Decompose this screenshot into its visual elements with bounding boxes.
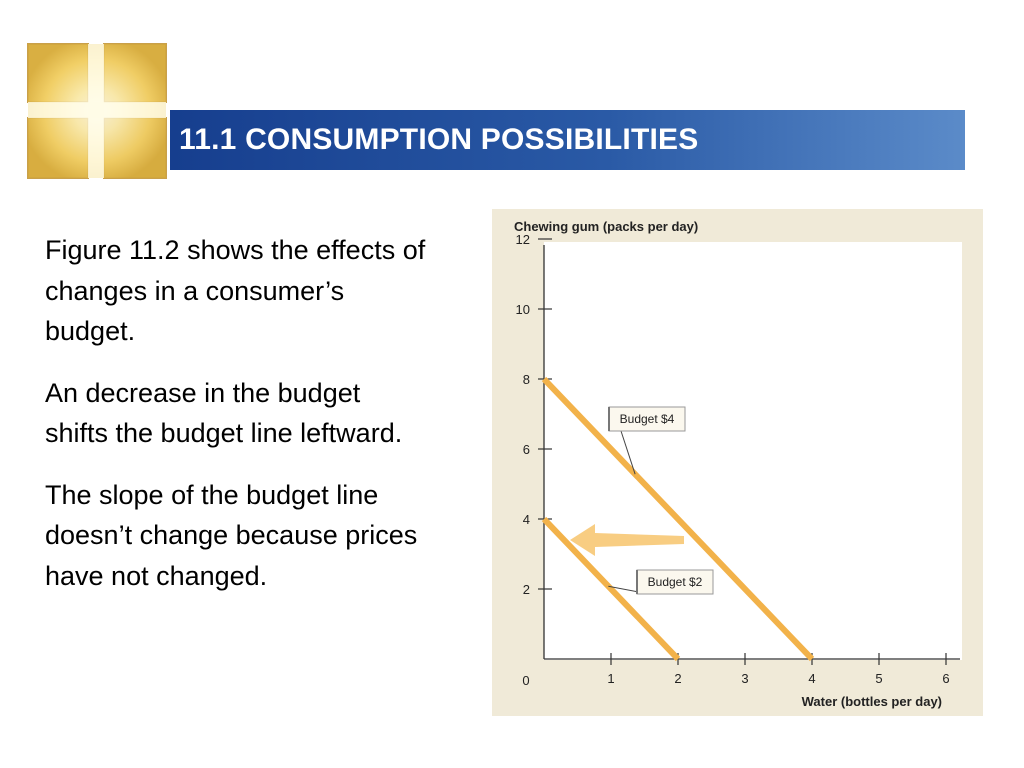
y-tick-label: 6 bbox=[523, 442, 530, 457]
x-tick-label: 1 bbox=[607, 671, 614, 686]
title-bar: 11.1 CONSUMPTION POSSIBILITIES bbox=[170, 110, 965, 170]
x-tick-label: 5 bbox=[875, 671, 882, 686]
paragraph-figure-intro: Figure 11.2 shows the effects of changes… bbox=[45, 235, 426, 346]
budget-line-1 bbox=[541, 376, 815, 662]
x-tick-label: 3 bbox=[741, 671, 748, 686]
slide-title: 11.1 CONSUMPTION POSSIBILITIES bbox=[179, 123, 699, 156]
series-label-box bbox=[608, 406, 686, 432]
series-label: Budget $4 bbox=[620, 412, 675, 426]
x-axis-label: Water (bottles per day) bbox=[802, 694, 942, 709]
x-tick-label: 4 bbox=[808, 671, 815, 686]
origin-label: 0 bbox=[522, 673, 529, 688]
y-tick-label: 12 bbox=[516, 232, 530, 247]
y-tick-label: 2 bbox=[523, 582, 530, 597]
y-tick-label: 4 bbox=[523, 512, 530, 527]
budget-line-chart: Chewing gum (packs per day) Water (bottl… bbox=[492, 209, 983, 716]
series-label: Budget $2 bbox=[648, 575, 703, 589]
shift-left-arrow bbox=[570, 524, 684, 556]
chart-svg: Chewing gum (packs per day) Water (bottl… bbox=[514, 219, 962, 709]
shift-arrow-shape bbox=[570, 524, 684, 556]
y-tick-label: 8 bbox=[523, 372, 530, 387]
slide-logo bbox=[27, 43, 167, 179]
y-axis-label: Chewing gum (packs per day) bbox=[514, 219, 698, 234]
paragraph-budget-decrease: An decrease in the budget shifts the bud… bbox=[45, 377, 403, 449]
x-tick-label: 2 bbox=[674, 671, 681, 686]
budget-line-2 bbox=[541, 516, 681, 662]
series-label-box bbox=[636, 569, 714, 595]
paragraph-slope: The slope of the budget line doesn’t cha… bbox=[45, 479, 418, 591]
y-tick-label: 10 bbox=[516, 302, 530, 317]
slide-body: Figure 11.2 shows the effects of changes… bbox=[45, 230, 430, 617]
series-leader-line bbox=[620, 430, 636, 475]
x-tick-label: 6 bbox=[942, 671, 949, 686]
